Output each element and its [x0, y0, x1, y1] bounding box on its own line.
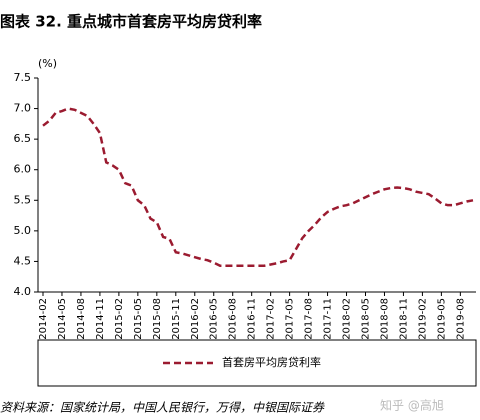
- y-tick-label: 5.5: [14, 193, 32, 206]
- x-tick-label: 2018-08: [379, 298, 390, 340]
- y-tick-label: 4.5: [14, 254, 32, 267]
- x-tick-label: 2018-11: [398, 298, 409, 340]
- x-tick-label: 2015-02: [114, 298, 125, 340]
- x-tick-label: 2014-02: [38, 298, 49, 340]
- y-tick-label: 5.0: [14, 224, 32, 237]
- x-tick-label: 2014-11: [95, 298, 106, 340]
- x-tick-label: 2017-05: [285, 298, 296, 340]
- x-tick-label: 2017-11: [323, 298, 334, 340]
- x-tick-label: 2017-02: [266, 298, 277, 340]
- x-tick-label: 2019-05: [436, 298, 447, 340]
- x-tick-label: 2015-11: [171, 298, 182, 340]
- x-tick-label: 2016-02: [190, 298, 201, 340]
- source-note: 资料来源：国家统计局，中国人民银行，万得，中银国际证券: [0, 401, 325, 415]
- legend-box: [37, 339, 477, 387]
- y-tick-label: 6.5: [14, 132, 32, 145]
- x-tick-label: 2016-11: [247, 298, 258, 340]
- y-tick-label: 4.0: [14, 285, 32, 298]
- x-tick-label: 2017-08: [304, 298, 315, 340]
- x-tick-label: 2014-08: [76, 298, 87, 340]
- chart-title: 图表 32. 重点城市首套房平均房贷利率: [0, 13, 262, 31]
- data-line: [42, 107, 474, 267]
- x-tick-label: 2015-08: [152, 298, 163, 340]
- watermark: 知乎 @高旭: [380, 398, 444, 413]
- y-tick-label: 7.5: [14, 71, 32, 84]
- x-tick-label: 2019-02: [417, 298, 428, 340]
- x-tick-label: 2016-05: [209, 298, 220, 340]
- legend-label: 首套房平均房贷利率: [222, 355, 321, 369]
- y-tick-label: 6.0: [14, 163, 32, 176]
- x-tick-label: 2019-08: [455, 298, 466, 340]
- x-tick-label: 2018-02: [342, 298, 353, 340]
- y-unit: (%): [38, 57, 57, 70]
- x-tick-label: 2014-05: [57, 298, 68, 340]
- x-tick-label: 2018-05: [361, 298, 372, 340]
- x-tick-label: 2016-08: [228, 298, 239, 340]
- y-tick-label: 7.0: [14, 102, 32, 115]
- x-tick-label: 2015-05: [133, 298, 144, 340]
